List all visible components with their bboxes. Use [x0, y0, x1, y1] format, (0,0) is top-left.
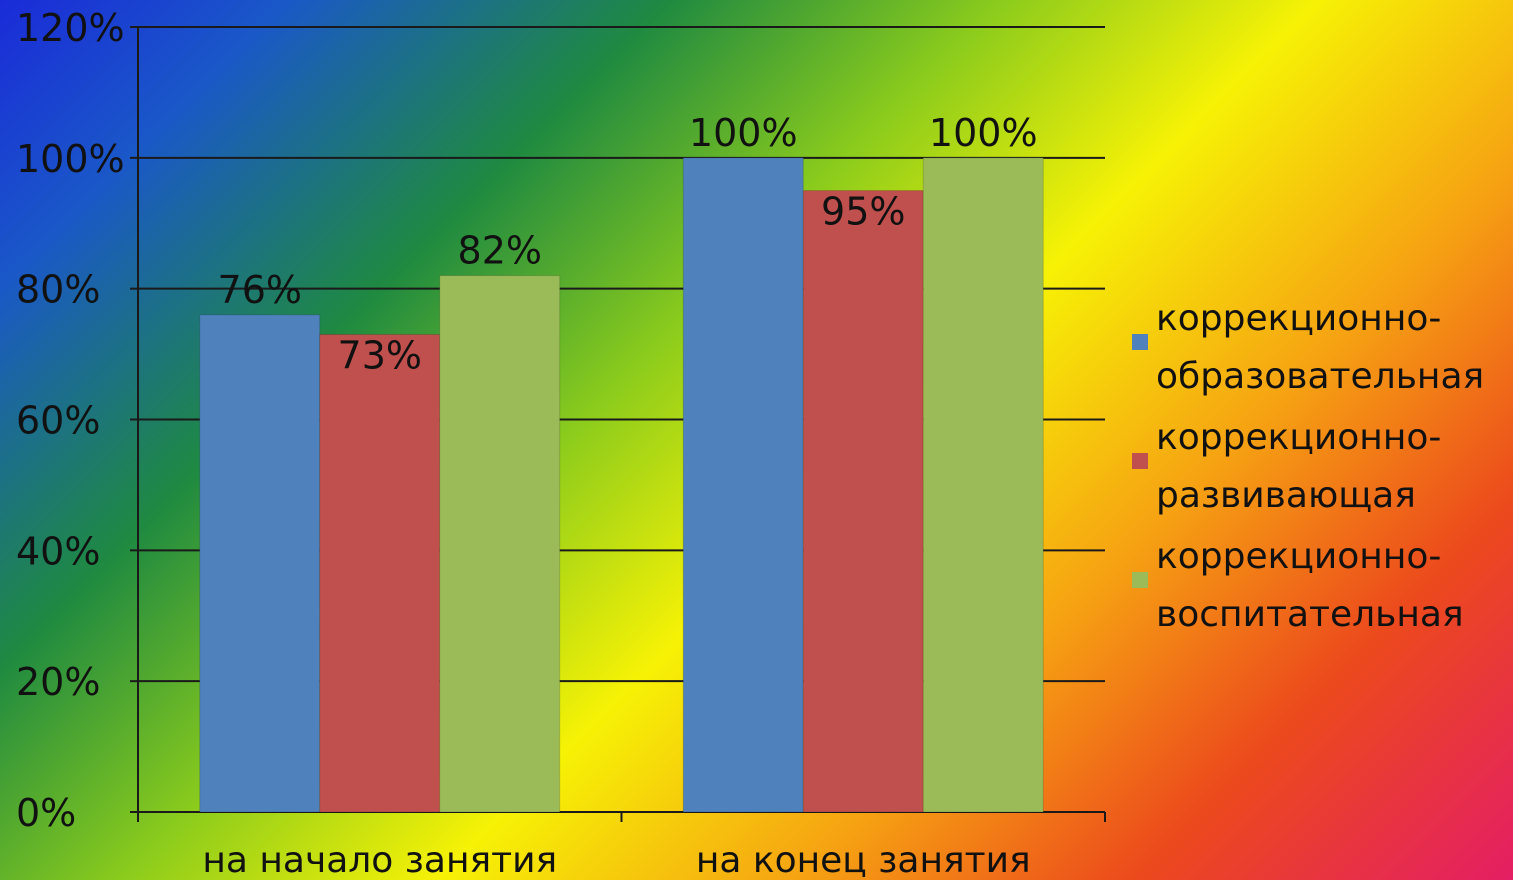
data-label: 76%: [218, 268, 302, 312]
y-tick-label: 80%: [16, 268, 100, 312]
data-label: 100%: [689, 111, 798, 155]
legend-item-series-3: коррекционно-воспитательная: [1128, 528, 1506, 643]
y-tick-label: 20%: [16, 660, 100, 704]
data-label: 82%: [458, 229, 542, 273]
legend-item-series-2: коррекционно-развивающая: [1128, 409, 1506, 524]
y-tick-label: 120%: [16, 6, 125, 50]
y-tick-label: 60%: [16, 399, 100, 443]
bar: [922, 157, 1044, 813]
y-tick-label: 40%: [16, 529, 100, 573]
bar: [802, 190, 924, 813]
bar: [319, 333, 441, 813]
y-tick-label: 100%: [16, 137, 125, 181]
x-category-label: на конец занятия: [696, 840, 1031, 880]
legend-swatch-series-3: [1132, 572, 1148, 589]
legend-swatch-series-1: [1132, 334, 1148, 350]
x-category-label: на начало занятия: [202, 840, 557, 880]
legend-label-series-1: коррекционно-образовательная: [1156, 298, 1485, 397]
bar: [199, 314, 321, 813]
legend-swatch-series-2: [1132, 453, 1148, 470]
legend: коррекционно-образовательная коррекционн…: [1128, 290, 1508, 648]
data-label: 95%: [821, 190, 905, 234]
data-label: 73%: [338, 333, 422, 377]
legend-label-series-2: коррекционно-развивающая: [1156, 417, 1442, 516]
legend-label-series-3: коррекционно-воспитательная: [1156, 536, 1464, 635]
legend-item-series-1: коррекционно-образовательная: [1128, 290, 1506, 405]
bar: [439, 275, 561, 813]
y-tick-label: 0%: [16, 791, 76, 835]
data-label: 100%: [929, 111, 1038, 155]
bar: [682, 157, 804, 813]
